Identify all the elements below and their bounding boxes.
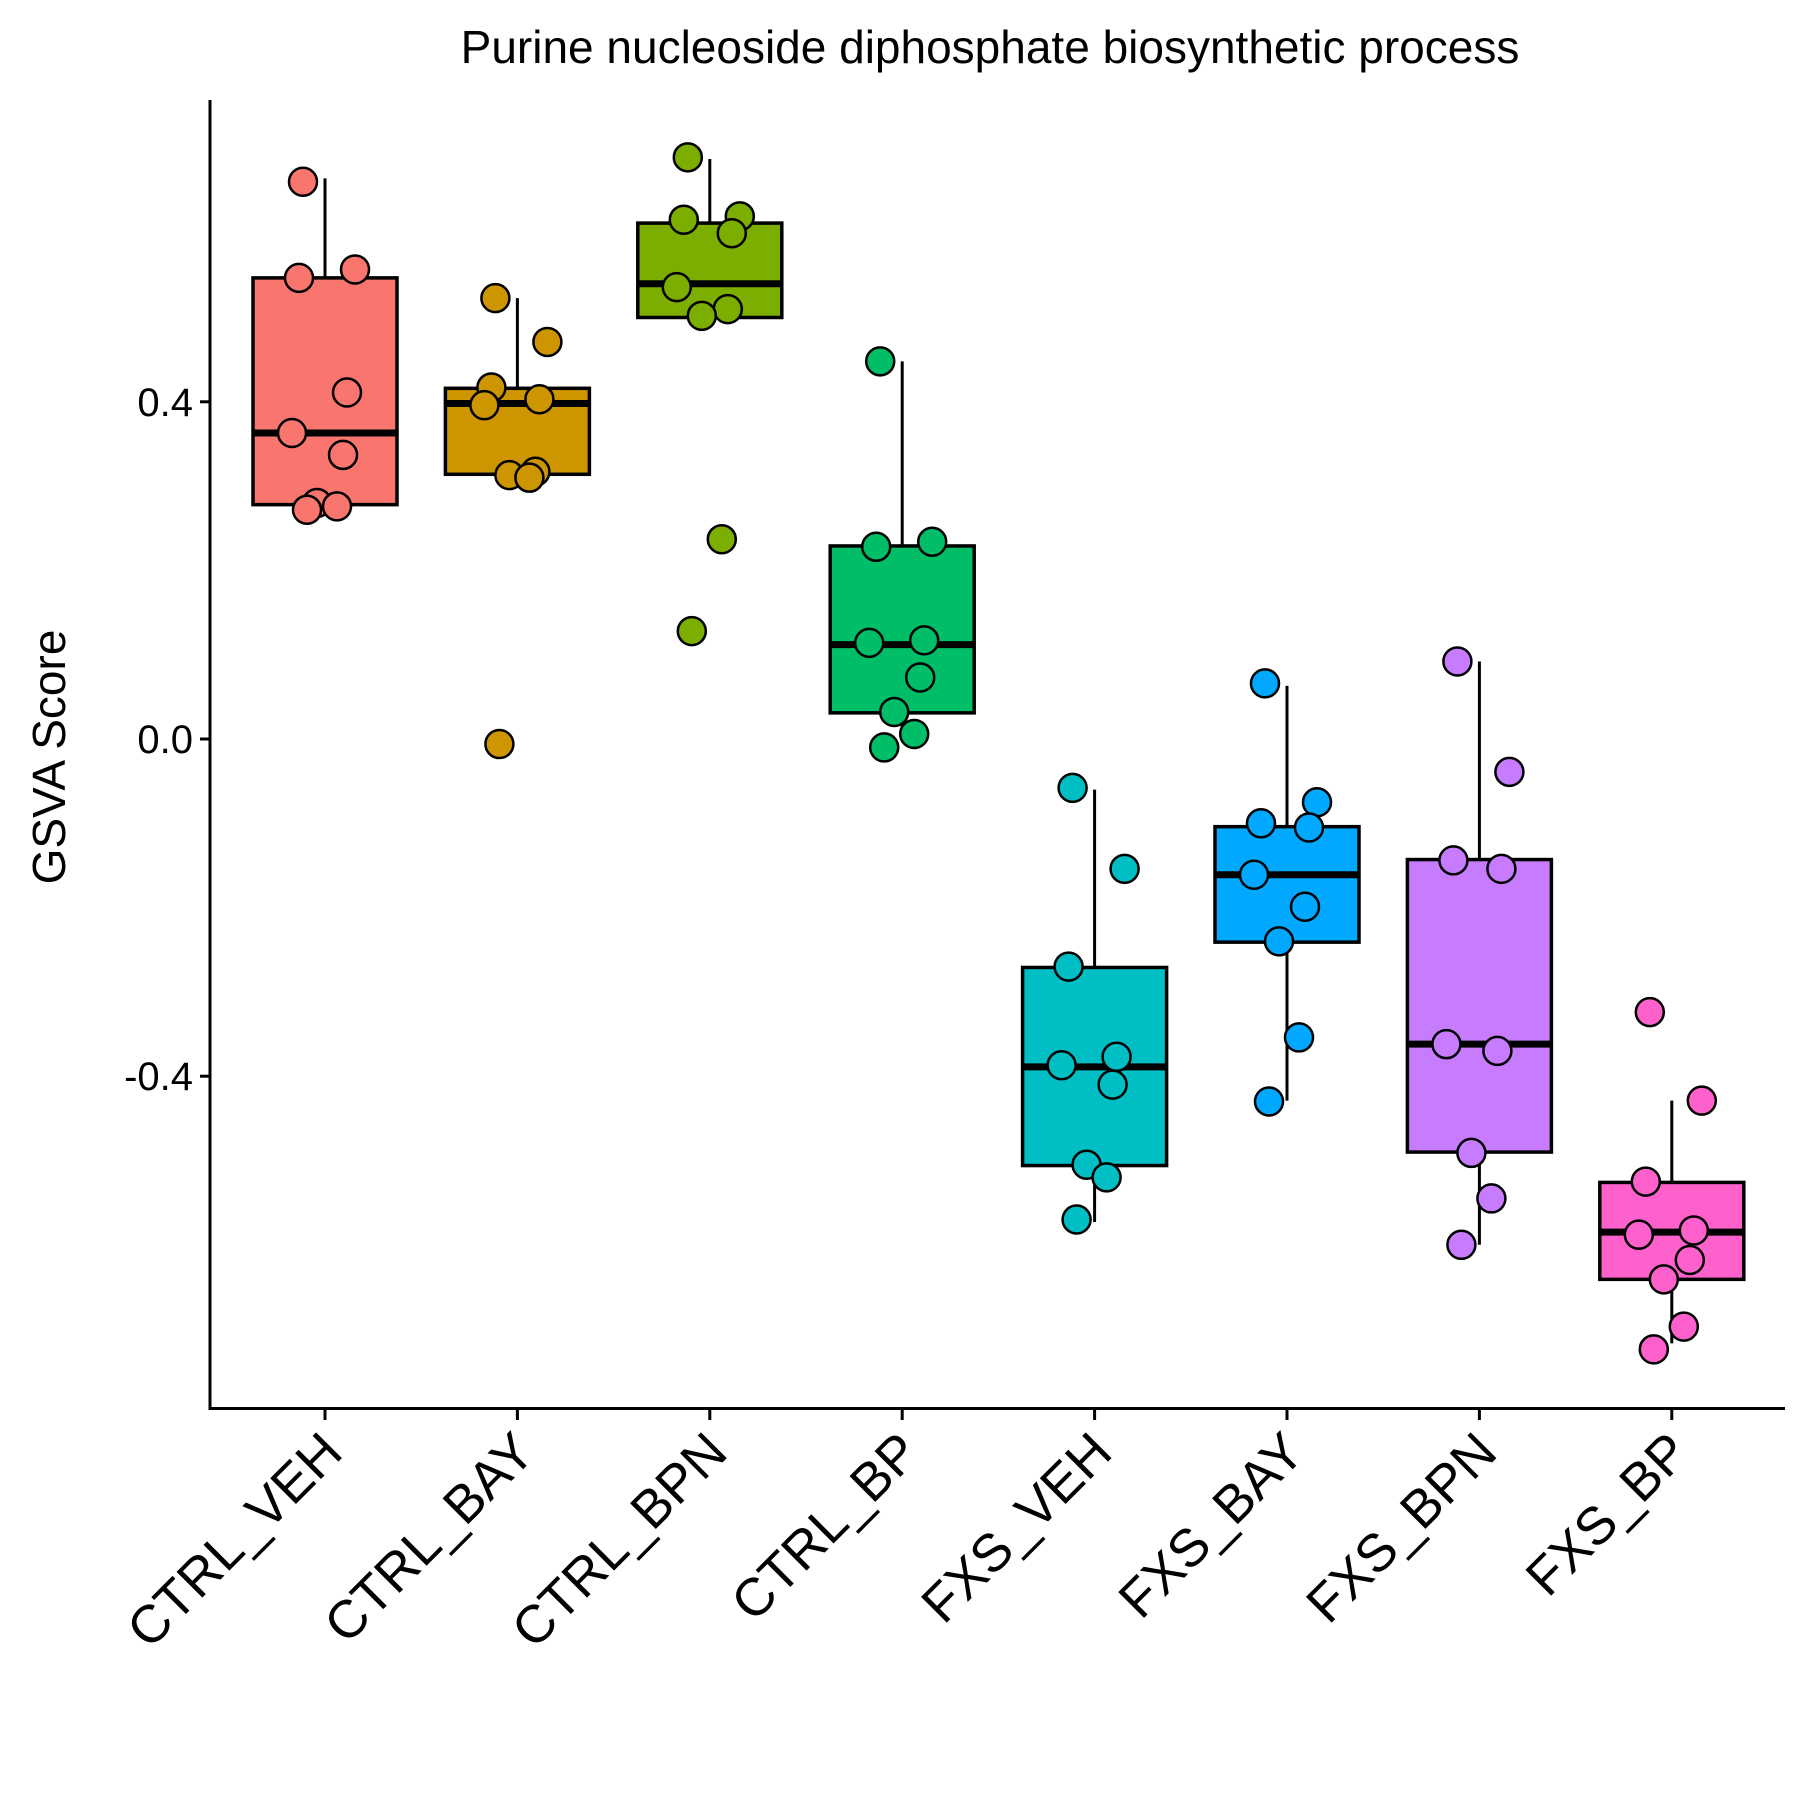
data-point [716,217,748,249]
data-point [1061,1204,1092,1235]
chart-title: Purine nucleoside diphosphate biosynthet… [461,21,1520,73]
data-point [1482,1035,1513,1067]
data-point [1091,1162,1122,1193]
data-point [1253,1086,1285,1117]
data-point [661,271,693,303]
y-tick-label: -0.4 [124,1055,193,1099]
data-point [676,615,708,647]
data-point [1109,853,1140,885]
data-point [904,662,936,693]
data-point [283,262,315,294]
data-point [1046,1049,1077,1081]
data-point [480,282,511,314]
data-point [327,439,359,471]
box [1405,857,1554,1154]
data-point [1283,1022,1315,1053]
data-point [524,384,555,415]
data-point [291,494,323,525]
data-point [1674,1244,1706,1276]
data-point [1678,1215,1710,1246]
y-axis-label: GSVA Score [23,630,75,885]
data-point [1245,808,1277,839]
data-point [1494,756,1525,788]
data-point [1249,668,1281,699]
data-point [287,166,319,198]
data-point [1634,996,1666,1028]
data-point [484,728,515,760]
data-point [1486,853,1517,885]
data-point [860,531,892,563]
box [636,221,784,320]
data-point [1431,1028,1462,1060]
data-point [1446,1229,1477,1261]
data-point [1238,859,1270,890]
box [1213,824,1361,944]
data-point [853,627,885,659]
x-tick-label: CTRL_VEH [116,1422,353,1659]
plot-area: -0.40.00.4CTRL_VEHCTRL_BAYCTRL_BPNCTRL_B… [116,142,1746,1659]
data-point [1456,1137,1487,1169]
data-point [668,204,700,235]
x-tick-label: FXS_BAY [1108,1422,1316,1630]
data-point [339,254,371,285]
y-tick-label: 0.0 [137,718,193,762]
data-point [331,377,363,408]
box [828,544,976,715]
data-point [672,142,704,173]
data-point [1638,1334,1670,1365]
data-point [1053,951,1084,982]
data-point [1476,1183,1507,1214]
data-point [878,696,910,728]
data-point [469,389,500,421]
data-point [1648,1264,1680,1295]
data-point [916,526,948,557]
data-point [514,462,545,493]
data-point [321,491,353,522]
x-tick-label: FXS_BP [1515,1422,1700,1607]
y-tick-label: 0.4 [137,381,193,425]
data-point [1438,845,1469,876]
data-point [1668,1311,1700,1342]
data-point [868,732,900,763]
data-point [864,346,896,377]
data-point [1289,891,1321,923]
data-point [1097,1069,1128,1100]
data-point [686,300,718,332]
data-point [706,523,738,555]
data-point [1293,812,1325,843]
data-point [1101,1041,1132,1073]
x-tick-label: FXS_VEH [911,1422,1124,1635]
box [251,276,399,507]
data-point [1630,1166,1662,1197]
data-point [276,417,308,449]
data-point [1442,646,1473,677]
data-point [532,326,563,358]
data-point [1686,1085,1718,1116]
data-point [1263,926,1295,957]
x-tick-label: FXS_BPN [1295,1422,1508,1635]
data-point [1623,1219,1655,1250]
data-point [898,718,930,750]
data-point [1057,772,1088,804]
data-point [712,293,744,325]
data-point [1301,786,1333,818]
x-tick-label: CTRL_BP [720,1422,930,1632]
data-point [908,625,940,656]
